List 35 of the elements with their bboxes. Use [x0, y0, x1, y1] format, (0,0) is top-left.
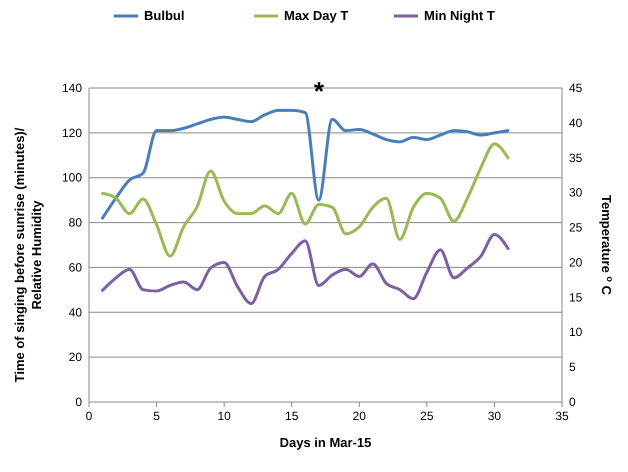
- legend-label: Bulbul: [144, 8, 184, 23]
- y-tick-label: 60: [68, 260, 82, 274]
- y-tick-label: 40: [68, 305, 82, 320]
- x-tick-label: 35: [555, 409, 569, 423]
- y2-tick-label: 10: [569, 325, 583, 340]
- x-tick-label: 30: [488, 409, 502, 423]
- annotation: *: [314, 76, 325, 106]
- y-tick-label: 100: [62, 170, 82, 185]
- y-tick-label: 80: [68, 216, 82, 230]
- x-axis-title: Days in Mar-15: [280, 435, 372, 450]
- line-series: [101, 142, 510, 258]
- y-tick-label: 120: [62, 126, 82, 140]
- x-tick-label: 5: [153, 409, 160, 423]
- y2-tick-label: 20: [569, 255, 583, 270]
- x-tick-label: 25: [420, 409, 434, 423]
- y-tick-label: 140: [62, 81, 82, 95]
- y2-tick-label: 0: [569, 395, 576, 409]
- y2-tick-label: 40: [569, 116, 583, 130]
- y2-tick-label: 30: [569, 186, 583, 200]
- y2-tick-label: 5: [569, 360, 576, 374]
- line-series: [101, 233, 510, 306]
- x-tick-label: 0: [86, 409, 93, 423]
- y-axis-title: Time of singing before sunrise (minutes)/ Relative Humidity: [12, 127, 44, 382]
- legend-label: Max Day T: [284, 8, 348, 23]
- legend-label: Min Night T: [424, 8, 495, 23]
- line-series: [101, 108, 510, 220]
- y-tick-label: 20: [68, 350, 82, 364]
- x-tick-label: 15: [285, 409, 299, 423]
- y2-tick-label: 15: [569, 290, 583, 304]
- y2-tick-label: 35: [569, 150, 583, 165]
- y2-tick-label: 45: [569, 81, 583, 95]
- y-tick-label: 0: [75, 395, 82, 409]
- y2-tick-label: 25: [569, 220, 583, 235]
- x-tick-label: 20: [352, 409, 366, 423]
- x-tick-label: 10: [217, 409, 232, 423]
